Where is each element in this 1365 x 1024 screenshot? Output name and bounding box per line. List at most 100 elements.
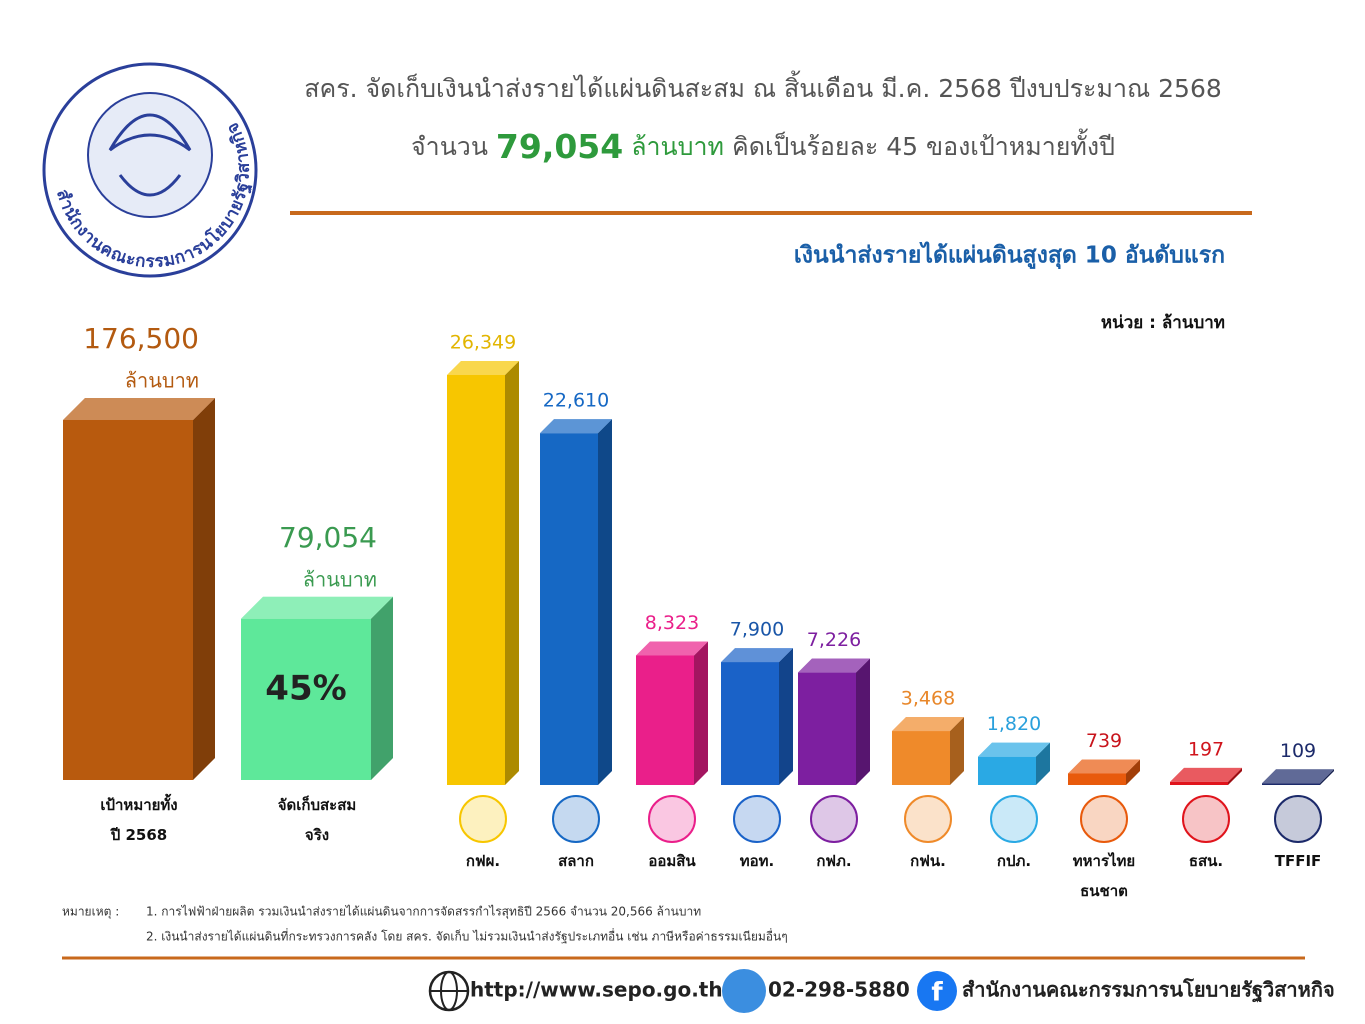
- value-label: 8,323: [645, 612, 699, 634]
- company-logo: [1274, 795, 1322, 843]
- bar-top: [63, 398, 215, 420]
- value-label: 176,500: [83, 322, 199, 355]
- subtitle-number: 79,054: [496, 127, 623, 166]
- company-logo: [810, 795, 858, 843]
- logo-ring: [42, 62, 258, 278]
- value-label: 197: [1188, 738, 1224, 760]
- bar-top-shade: [892, 717, 964, 732]
- bar-side: [1126, 759, 1140, 785]
- bar-top-shade: [1170, 767, 1242, 782]
- bar-side: [505, 361, 519, 785]
- bar-side-shade: [1036, 742, 1050, 785]
- bar: [63, 420, 193, 780]
- bar-side: [193, 398, 215, 780]
- category-label: จัดเก็บสะสมจริง: [277, 796, 357, 844]
- bar-top: [1262, 769, 1334, 784]
- category-label: ทอท.: [739, 852, 775, 870]
- bar: [1262, 783, 1320, 785]
- phone-icon: [722, 969, 766, 1013]
- category-label: ทหารไทย ธนชาต: [1072, 852, 1136, 900]
- value-label: 7,900: [730, 619, 784, 641]
- annotation: 45%: [265, 669, 346, 709]
- bar-top: [892, 717, 964, 732]
- bar-side: [1036, 742, 1050, 785]
- value-label: 26,349: [450, 332, 516, 354]
- category-label: กปภ.: [996, 852, 1032, 870]
- facebook[interactable]: สำนักงานคณะกรรมการนโยบายรัฐวิสาหกิจ: [962, 978, 1335, 1004]
- value-label: 1,820: [987, 713, 1041, 735]
- subtitle-unit: ล้านบาท: [631, 132, 724, 161]
- bar-top-shade: [798, 658, 870, 673]
- bar-side-shade: [856, 658, 870, 785]
- bar-side: [371, 596, 393, 780]
- subtitle-part: จำนวน: [411, 132, 488, 161]
- bar: [1068, 773, 1126, 785]
- category-label: กฟผ.: [465, 852, 501, 870]
- bar: [1170, 781, 1228, 785]
- category-label: สลาก: [558, 852, 594, 870]
- bar-side: [950, 717, 964, 785]
- bar-top-shade: [63, 398, 215, 420]
- bar-side-shade: [1320, 769, 1334, 785]
- bar-top: [241, 596, 393, 619]
- bar-side-shade: [193, 398, 215, 780]
- unit-label: ล้านบาท: [303, 567, 377, 591]
- bar: [241, 618, 371, 780]
- bar-side-shade: [1228, 767, 1242, 785]
- unit-label: หน่วย : ล้านบาท: [1101, 313, 1225, 333]
- bar-side-shade: [950, 717, 964, 785]
- bar-top-shade: [241, 596, 393, 619]
- company-logo: [904, 795, 952, 843]
- company-logo: [990, 795, 1038, 843]
- bar-side: [1320, 769, 1334, 785]
- company-logo: [1182, 795, 1230, 843]
- bar-top: [447, 361, 519, 375]
- bar-side: [1228, 767, 1242, 785]
- website[interactable]: http://www.sepo.go.th: [470, 978, 723, 1002]
- bar-side-shade: [505, 361, 519, 785]
- company-logo: [552, 795, 600, 843]
- category-label: ออมสิน: [648, 852, 696, 870]
- logo-bird: [108, 113, 192, 197]
- bar: [540, 433, 598, 785]
- bar-top: [540, 419, 612, 434]
- phone[interactable]: 02-298-5880: [768, 978, 910, 1002]
- footer: http://www.sepo.go.th 02-298-5880 f สำนั…: [428, 969, 1335, 1013]
- note: 2. เงินนำส่งรายได้แผ่นดินที่กระทรวงการคล…: [146, 928, 788, 944]
- company-logo: [459, 795, 507, 843]
- logo-emblem: [87, 92, 213, 218]
- company-logo: [733, 795, 781, 843]
- company-logo: [1080, 795, 1128, 843]
- bar-side-shade: [598, 419, 612, 785]
- category-label: กฟน.: [910, 852, 946, 870]
- category-label: กฟภ.: [816, 852, 852, 870]
- category-label: TFFIF: [1274, 852, 1322, 870]
- bar: [636, 655, 694, 785]
- bar-top-shade: [636, 641, 708, 656]
- bar-top-shade: [978, 742, 1050, 757]
- chart-title: เงินนำส่งรายได้แผ่นดินสูงสุด 10 อันดับแร…: [794, 241, 1225, 270]
- value-label: 7,226: [807, 629, 861, 651]
- bar: [978, 756, 1036, 785]
- bar-side-shade: [1126, 759, 1140, 785]
- value-label: 22,610: [543, 390, 609, 412]
- category-label: ธสน.: [1188, 852, 1224, 870]
- bar-top: [1068, 759, 1140, 774]
- bar-top-shade: [540, 419, 612, 434]
- bar: [798, 672, 856, 785]
- notes-label: หมายเหตุ :: [62, 905, 119, 920]
- note: 1. การไฟฟ้าฝ่ายผลิต รวมเงินนำส่งรายได้แผ…: [146, 905, 701, 920]
- header-title: สคร. จัดเก็บเงินนำส่งรายได้แผ่นดินสะสม ณ…: [304, 70, 1222, 103]
- bar-top-shade: [721, 648, 793, 663]
- category-label: เป้าหมายทั้งปี 2568: [100, 796, 178, 844]
- header-subtitle: จำนวน 79,054 ล้านบาท คิดเป็นร้อยละ 45 ขอ…: [411, 127, 1115, 166]
- bar-top: [636, 641, 708, 656]
- bar: [892, 731, 950, 785]
- value-label: 109: [1280, 740, 1316, 762]
- bar-side-shade: [694, 641, 708, 785]
- bar-side-shade: [779, 648, 793, 785]
- value-label: 739: [1086, 730, 1122, 752]
- bar-top-shade: [447, 361, 519, 375]
- bar: [721, 662, 779, 785]
